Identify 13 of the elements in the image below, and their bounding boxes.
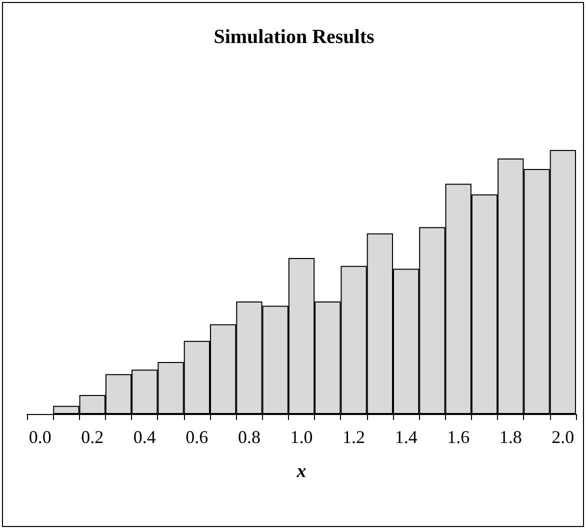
x-tick-label: 2.0	[552, 427, 574, 447]
x-tick-label: 1.2	[342, 427, 366, 447]
x-tick-label: 0.0	[28, 427, 52, 447]
chart-title: Simulation Results	[214, 26, 375, 48]
x-tick-label: 1.0	[290, 427, 313, 447]
x-axis-title: x	[296, 461, 307, 482]
x-tick-label: 1.4	[394, 427, 418, 447]
x-tick-label: 1.6	[447, 427, 470, 447]
x-tick-label: 1.8	[499, 427, 522, 447]
x-tick-label: 0.4	[133, 427, 156, 447]
x-tick-label: 0.6	[186, 427, 208, 447]
x-tick-label: 0.8	[238, 427, 260, 447]
x-tick-label: 0.2	[81, 427, 104, 447]
